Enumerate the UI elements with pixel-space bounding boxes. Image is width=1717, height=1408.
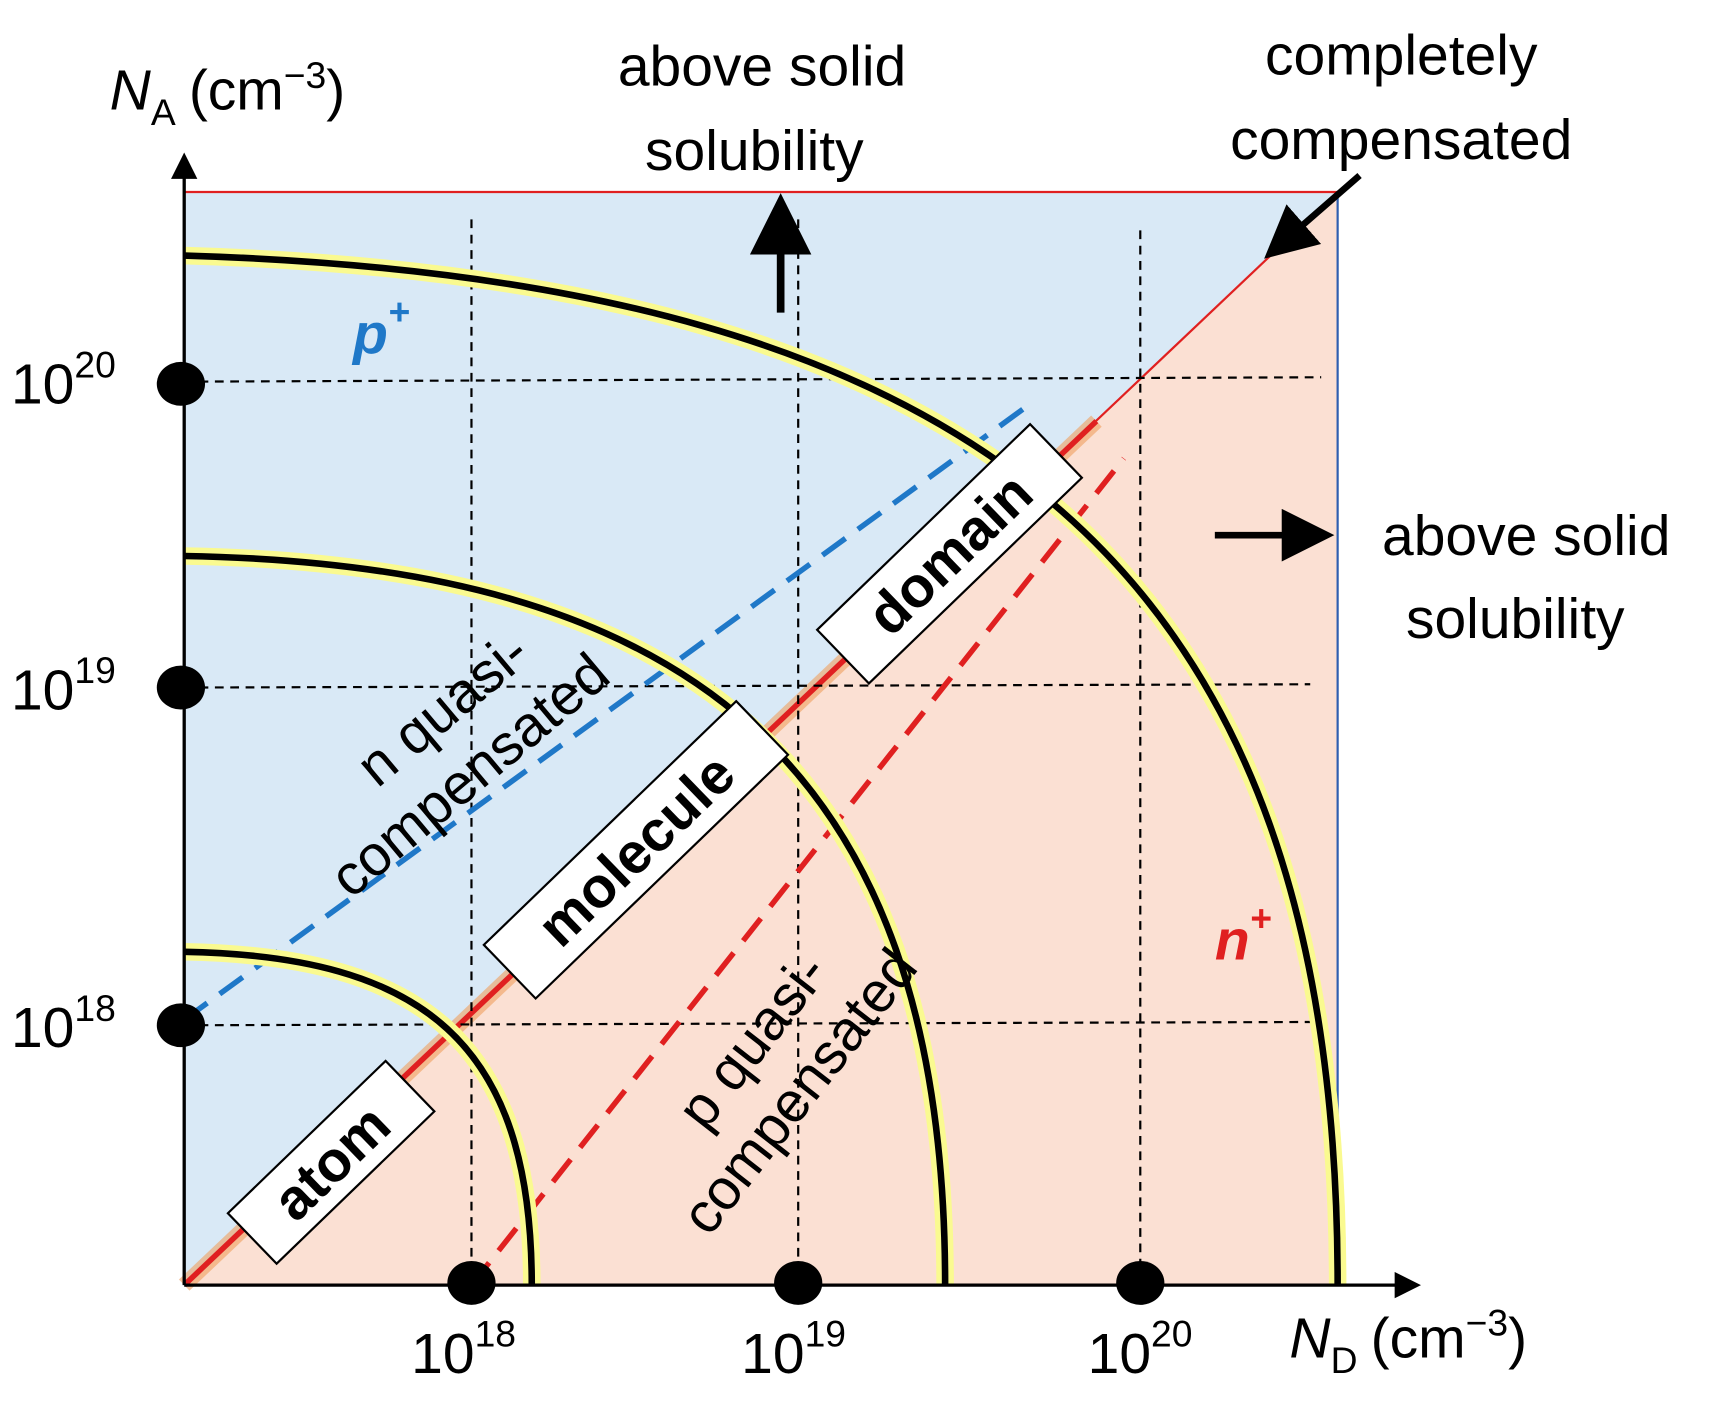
annotation: compensated (1230, 108, 1572, 172)
x-tick-label: 1019 (741, 1313, 846, 1386)
y-axis-label: NA (cm−3) (110, 54, 346, 133)
y-tick-label: 1018 (11, 987, 116, 1060)
y-tick-label: 1020 (11, 343, 116, 416)
annotation: above solid (618, 35, 906, 99)
annotation: solubility (645, 119, 864, 183)
x-tick-label: 1018 (411, 1313, 516, 1386)
p-plus: p+ (351, 291, 410, 367)
x-tick-label: 1020 (1088, 1313, 1193, 1386)
annotation: completely (1265, 24, 1538, 88)
grid (184, 219, 1322, 1286)
tick-dots (156, 361, 1165, 1305)
arrow (1264, 173, 1362, 259)
x-axis-label: ND (cm−3) (1289, 1302, 1527, 1381)
annotation: solubility (1406, 587, 1625, 651)
y-tick-label: 1019 (11, 649, 116, 722)
annotation: above solid (1382, 504, 1670, 568)
p-quasi-line (469, 456, 1126, 1287)
n-plus: n+ (1215, 897, 1272, 973)
